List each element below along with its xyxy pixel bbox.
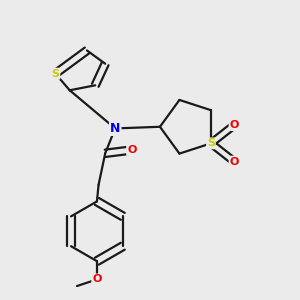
Text: N: N — [110, 122, 120, 135]
Text: O: O — [230, 157, 239, 166]
Text: S: S — [207, 138, 215, 148]
Text: S: S — [51, 69, 59, 79]
Text: O: O — [127, 145, 136, 155]
Text: O: O — [230, 120, 239, 130]
Text: N: N — [110, 122, 120, 135]
Text: O: O — [92, 274, 102, 284]
